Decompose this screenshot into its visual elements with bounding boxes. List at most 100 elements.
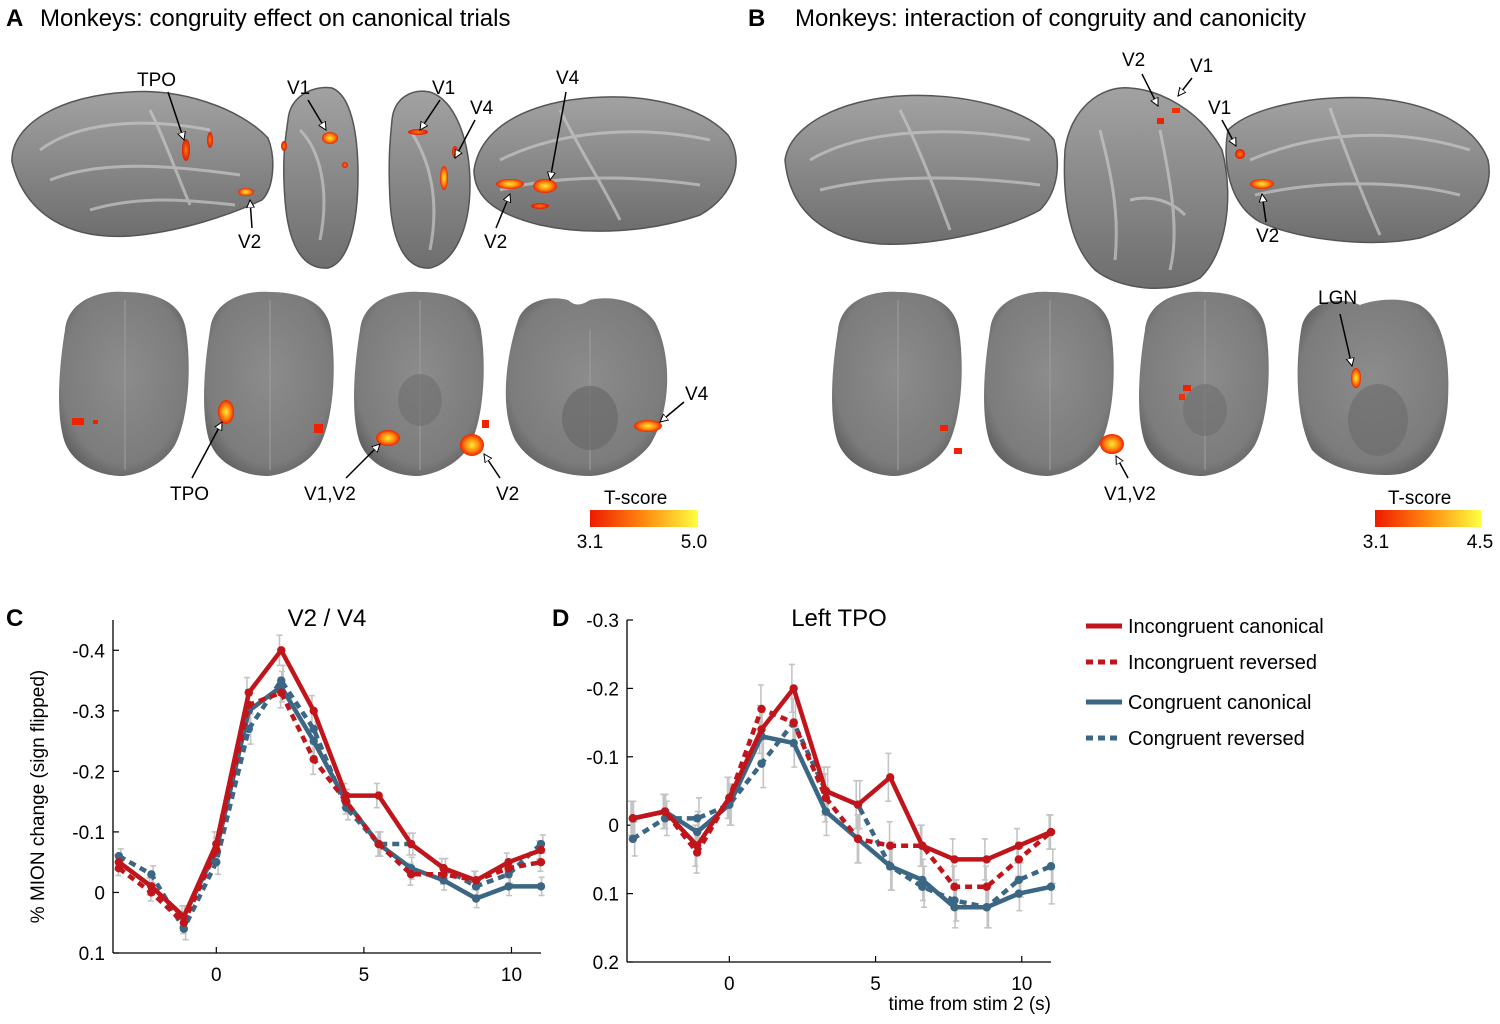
data-point [439, 864, 448, 873]
panel-a-annotations: TPO V2 V1 V1 V4 V4 V2 TPO V1,V2 V2 V4 [137, 68, 709, 505]
data-point [918, 841, 927, 850]
data-point [757, 725, 766, 734]
brain-surface-right-lateral [473, 96, 737, 232]
data-point [406, 839, 416, 849]
data-point [950, 882, 959, 891]
data-point [309, 724, 318, 734]
y-tick-label: -0.2 [72, 762, 105, 783]
data-point [725, 793, 734, 803]
data-point [1014, 889, 1024, 898]
y-tick-label: -0.3 [586, 611, 619, 632]
brain-surface-left-lateral [11, 90, 274, 238]
data-point [918, 875, 927, 885]
colorbar-b-max: 4.5 [1467, 532, 1493, 553]
data-point [504, 864, 513, 873]
charts: V2 / V4 -0.4 -0.3 -0.2 -0.1 0 0.1 0 5 10 % MION ch… [28, 605, 1056, 1015]
label-v4: V4 [685, 384, 709, 405]
data-point [439, 870, 448, 879]
data-point [628, 834, 638, 844]
data-point [536, 857, 546, 867]
legend-label: Congruent reversed [1128, 728, 1305, 750]
colorbar-a: T-score 3.1 5.0 [577, 488, 707, 553]
legend-item: Congruent canonical [1086, 692, 1311, 714]
data-point [471, 882, 481, 891]
colorbar-a-min: 3.1 [577, 532, 603, 553]
series-line-incongruent-canonical [632, 686, 1052, 862]
brain-slice-b3 [1139, 291, 1269, 476]
y-tick-label: -0.1 [586, 748, 619, 769]
label-v4: V4 [470, 98, 494, 119]
chart-c: V2 / V4 -0.4 -0.3 -0.2 -0.1 0 0.1 0 5 10 % MION ch… [28, 605, 546, 986]
data-point [660, 807, 670, 816]
data-point [504, 870, 513, 879]
data-point [821, 807, 831, 816]
panel-b-slices [832, 291, 1449, 476]
panel-b-title: Monkeys: interaction of congruity and ca… [795, 5, 1306, 32]
data-point [950, 903, 959, 912]
x-tick-label: 5 [870, 974, 881, 995]
panel-b-surface-brains [784, 87, 1490, 289]
data-point [950, 896, 959, 905]
data-point [212, 839, 221, 849]
data-point [789, 718, 798, 727]
data-point [821, 793, 831, 803]
data-point [536, 882, 546, 891]
legend-item: Incongruent reversed [1086, 652, 1317, 674]
series-line-incongruent-reversed [117, 690, 542, 925]
colorbar-b: T-score 3.1 4.5 [1363, 488, 1493, 553]
x-tick-label: 10 [1011, 974, 1032, 995]
x-axis-label: time from stim 2 (s) [888, 994, 1051, 1015]
data-point [982, 882, 991, 891]
label-v4: V4 [556, 68, 580, 89]
chart-c-title: V2 / V4 [288, 605, 367, 632]
legend-label: Congruent canonical [1128, 692, 1311, 714]
colorbar-b-min: 3.1 [1363, 532, 1389, 553]
brain-surface-b-ventral [1063, 87, 1229, 289]
data-point [277, 682, 286, 691]
y-tick-label: -0.1 [72, 823, 105, 844]
label-tpo: TPO [137, 70, 176, 91]
brain-surface-b-right-lateral [1225, 96, 1490, 244]
data-point [982, 855, 991, 864]
y-tick-label: -0.3 [72, 702, 105, 723]
data-point [504, 882, 513, 891]
data-point [277, 688, 286, 697]
data-point [692, 814, 702, 823]
data-point [1014, 875, 1024, 885]
data-point [1046, 862, 1056, 871]
label-v2: V2 [238, 232, 261, 253]
data-point [757, 759, 766, 768]
brain-slice-a2 [204, 291, 334, 476]
y-axis-label: % MION change (sign flipped) [28, 670, 49, 923]
data-point [406, 870, 416, 879]
label-v1: V1 [287, 78, 310, 99]
data-point [885, 841, 895, 850]
legend-label: Incongruent reversed [1128, 652, 1317, 674]
panel-d-letter: D [552, 605, 569, 632]
legend-item: Congruent reversed [1086, 728, 1305, 750]
data-point [341, 791, 351, 800]
data-point [277, 646, 286, 655]
label-v1-v2: V1,V2 [1104, 484, 1156, 505]
label-v2: V2 [496, 484, 519, 505]
brain-slice-b1 [832, 291, 962, 476]
legend: Incongruent canonical Incongruent reverse… [1086, 616, 1324, 750]
label-v1: V1 [1208, 98, 1231, 119]
data-point [536, 845, 546, 855]
legend-item: Incongruent canonical [1086, 616, 1324, 638]
y-tick-label: 0.1 [79, 944, 105, 965]
brain-slice-a1 [59, 291, 189, 476]
data-point [950, 855, 959, 864]
data-point [1046, 882, 1056, 891]
data-point [309, 755, 318, 764]
x-tick-label: 0 [724, 974, 735, 995]
data-point [536, 839, 546, 849]
data-point [504, 857, 513, 867]
label-v2: V2 [1256, 226, 1279, 247]
data-point [1014, 841, 1024, 850]
panel-c-letter: C [6, 605, 23, 632]
label-v1: V1 [432, 78, 455, 99]
series-line-incongruent-reversed [632, 706, 1053, 890]
